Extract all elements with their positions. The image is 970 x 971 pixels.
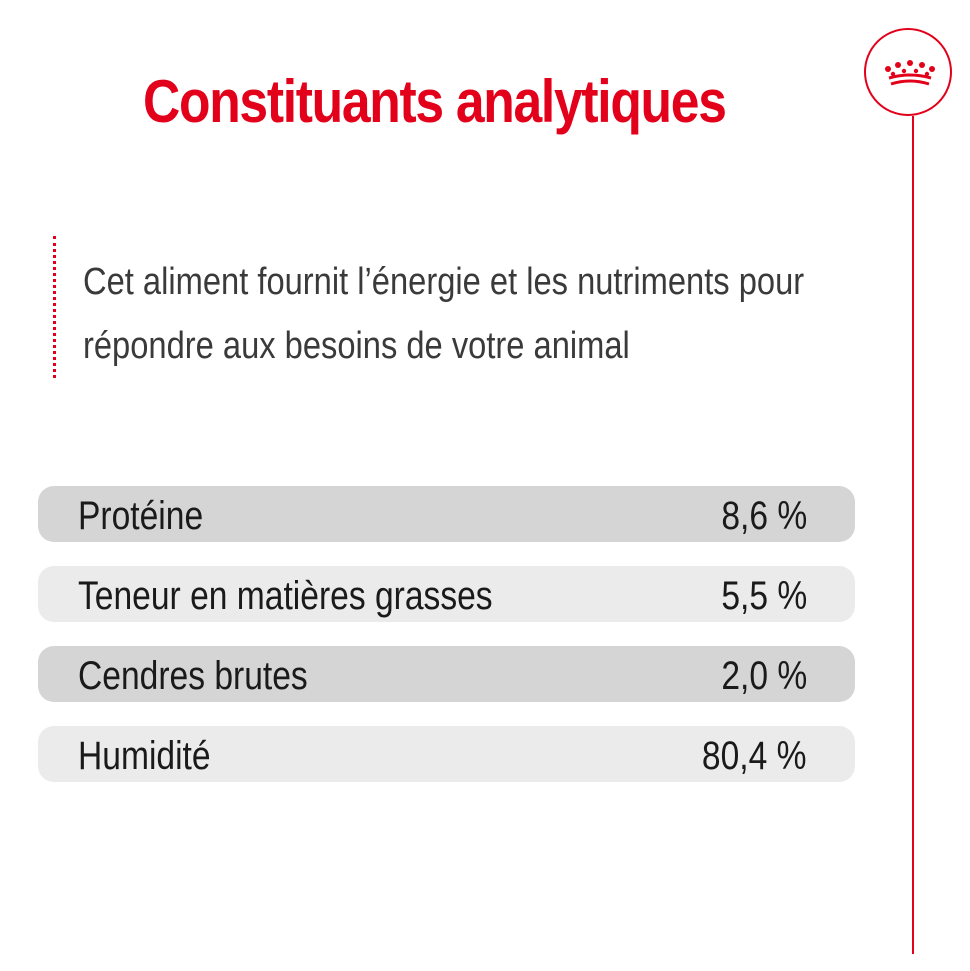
nutrient-label: Cendres brutes xyxy=(78,654,308,698)
nutrient-label: Teneur en matières grasses xyxy=(78,574,493,618)
nutrient-label: Humidité xyxy=(78,734,211,778)
nutrient-label: Protéine xyxy=(78,494,204,538)
nutrient-row-protein: Protéine 8,6 % xyxy=(38,486,855,542)
nutrient-value: 2,0 % xyxy=(721,654,807,698)
vertical-accent-line xyxy=(912,116,914,954)
intro-line-1: Cet aliment fournit l’énergie et les nut… xyxy=(83,261,805,303)
nutrient-value: 5,5 % xyxy=(721,574,807,618)
nutrient-value: 80,4 % xyxy=(702,734,807,778)
nutrient-row-fat: Teneur en matières grasses 5,5 % xyxy=(38,566,855,622)
nutrient-table: Protéine 8,6 % Teneur en matières grasse… xyxy=(38,486,855,806)
dotted-divider xyxy=(53,236,56,378)
nutrient-row-ash: Cendres brutes 2,0 % xyxy=(38,646,855,702)
intro-line-2: répondre aux besoins de votre animal xyxy=(83,325,630,367)
page-title: Constituants analytiques xyxy=(143,68,727,135)
crown-icon xyxy=(885,60,935,86)
nutrient-value: 8,6 % xyxy=(721,494,807,538)
nutrient-row-moisture: Humidité 80,4 % xyxy=(38,726,855,782)
brand-logo xyxy=(864,28,952,116)
intro-text: Cet aliment fournit l’énergie et les nut… xyxy=(83,250,823,378)
